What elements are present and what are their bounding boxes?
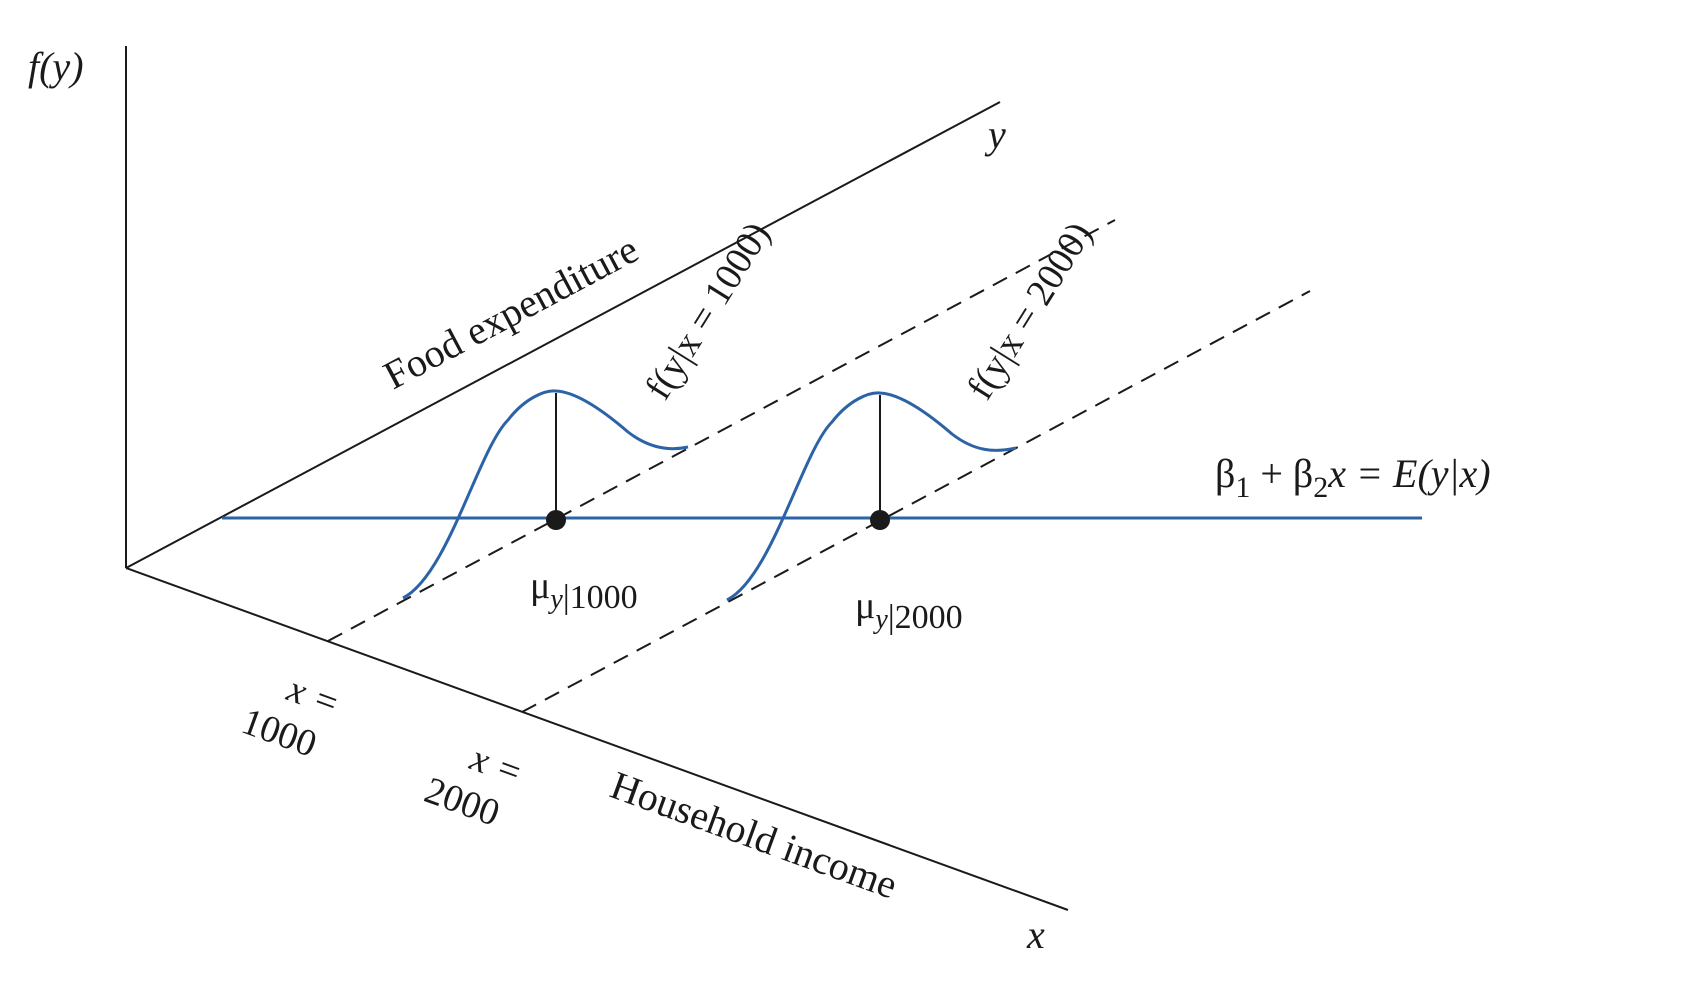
- y-axis: [125, 101, 1001, 569]
- mean-label-1000: μy|1000: [530, 565, 638, 616]
- regression-equation: β1 + β2x = E(y|x): [1215, 451, 1491, 504]
- fy-label: f(y): [28, 44, 84, 89]
- mean-cond-1000: |1000: [563, 579, 638, 616]
- mean-symbol-2000: μ: [855, 585, 875, 627]
- x-axis-end-label: x: [1026, 912, 1045, 957]
- beta1-symbol: β: [1215, 451, 1235, 496]
- beta2-sub: 2: [1313, 471, 1328, 504]
- tick-2000: x = 2000: [419, 737, 528, 835]
- mean-symbol-1000: μ: [530, 565, 550, 607]
- x-axis: [125, 567, 1069, 911]
- beta1-sub: 1: [1235, 471, 1250, 504]
- regression-rhs: x = E(y|x): [1327, 451, 1490, 496]
- mean-point-2000: [870, 510, 890, 530]
- mean-cond-2000: |2000: [888, 599, 963, 636]
- density-curve-1000: [402, 389, 689, 600]
- mean-sub-1000: y: [547, 584, 563, 615]
- mean-sub-2000: y: [872, 604, 888, 635]
- density-label-1000: f(y|x = 1000): [637, 215, 779, 407]
- slice-line-1000: [327, 219, 1116, 642]
- mean-label-2000: μy|2000: [855, 585, 963, 636]
- beta2-symbol: β: [1293, 451, 1313, 496]
- mean-point-1000: [546, 510, 566, 530]
- tick-1000: x = 1000: [236, 668, 345, 766]
- density-curve-2000: [726, 391, 1017, 602]
- density-label-2000: f(y|x = 2000): [959, 215, 1101, 407]
- plus-sign: +: [1250, 451, 1293, 496]
- y-axis-end-label: y: [984, 112, 1006, 157]
- slice-line-2000: [521, 290, 1311, 713]
